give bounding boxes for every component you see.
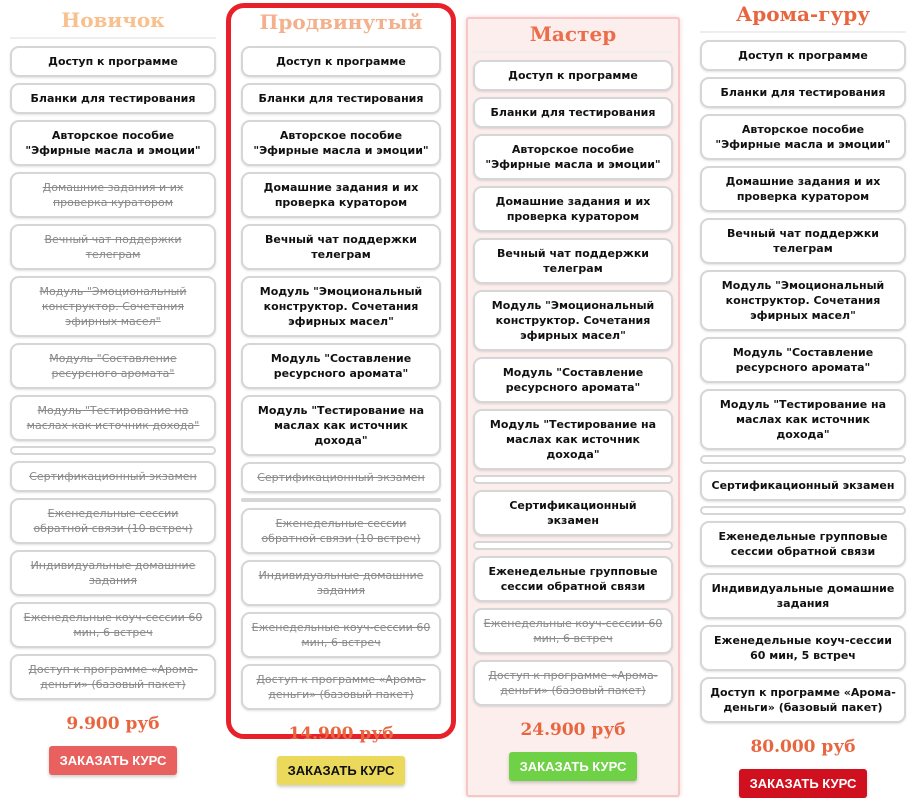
feature-included: Еженедельные коуч-сессии 60 мин, 5 встре… (700, 625, 906, 671)
feature-excluded: Сертификационный экзамен (241, 462, 441, 493)
feature-excluded: Индивидуальные домашние задания (10, 550, 216, 596)
feature-included: Модуль "Эмоциональный конструктор. Сочет… (241, 276, 441, 337)
title-divider (10, 37, 216, 39)
feature-excluded: Домашние задания и их проверка куратором (10, 172, 216, 218)
empty-row (241, 498, 441, 502)
empty-row (473, 541, 673, 550)
feature-included: Модуль "Тестирование на маслах как источ… (700, 389, 906, 450)
feature-included: Доступ к программе (473, 60, 673, 91)
feature-included: Индивидуальные домашние задания (700, 573, 906, 619)
title-divider (700, 31, 906, 33)
feature-included: Авторское пособие "Эфирные масла и эмоци… (700, 114, 906, 160)
feature-included: Модуль "Эмоциональный конструктор. Сочет… (700, 270, 906, 331)
feature-included: Домашние задания и их проверка куратором (241, 172, 441, 218)
feature-included: Домашние задания и их проверка куратором (700, 166, 906, 212)
feature-included: Авторское пособие "Эфирные масла и эмоци… (10, 120, 216, 166)
feature-included: Бланки для тестирования (700, 77, 906, 108)
feature-excluded: Еженедельные коуч-сессии 60 мин, 6 встре… (473, 608, 673, 654)
feature-included: Авторское пособие "Эфирные масла и эмоци… (473, 134, 673, 180)
feature-included: Бланки для тестирования (473, 97, 673, 128)
empty-row (10, 446, 216, 455)
feature-included: Бланки для тестирования (10, 83, 216, 114)
feature-included: Модуль "Составление ресурсного аромата" (700, 337, 906, 383)
plan-price: 9.900 руб (66, 714, 160, 734)
feature-included: Модуль "Составление ресурсного аромата" (241, 343, 441, 389)
empty-row (700, 506, 906, 515)
feature-included: Модуль "Тестирование на маслах как источ… (473, 409, 673, 470)
order-course-button[interactable]: ЗАКАЗАТЬ КУРС (48, 746, 178, 775)
plan-column-aroma-guru: Арома-гуру Доступ к программе Бланки для т… (700, 2, 906, 798)
plan-title: Арома-гуру (735, 2, 871, 26)
feature-excluded: Еженедельные сессии обратной связи (10 в… (10, 498, 216, 544)
feature-excluded: Доступ к программе «Арома-деньги» (базов… (473, 660, 673, 706)
feature-included: Модуль "Составление ресурсного аромата" (473, 357, 673, 403)
feature-included: Модуль "Тестирование на маслах как источ… (241, 395, 441, 456)
feature-included: Сертификационный экзамен (473, 490, 673, 536)
feature-included: Доступ к программе «Арома-деньги» (базов… (700, 677, 906, 723)
plan-column-master: Мастер Доступ к программе Бланки для тести… (466, 17, 680, 797)
feature-included: Вечный чат поддержки телеграм (700, 218, 906, 264)
feature-excluded: Доступ к программе «Арома-деньги» (базов… (241, 664, 441, 710)
feature-excluded: Сертификационный экзамен (10, 461, 216, 492)
feature-included: Вечный чат поддержки телеграм (241, 224, 441, 270)
plan-title: Новичок (61, 8, 165, 32)
feature-included: Доступ к программе (700, 40, 906, 71)
empty-row (473, 475, 673, 484)
plan-column-novice: Новичок Доступ к программе Бланки для тест… (10, 4, 216, 775)
feature-included: Сертификационный экзамен (700, 470, 906, 501)
feature-excluded: Индивидуальные домашние задания (241, 560, 441, 606)
feature-excluded: Еженедельные коуч-сессии 60 мин, 6 встре… (241, 612, 441, 658)
feature-excluded: Модуль "Составление ресурсного аромата" (10, 343, 216, 389)
order-course-button[interactable]: ЗАКАЗАТЬ КУРС (276, 756, 406, 785)
plan-price: 80.000 руб (750, 737, 856, 757)
plan-title: Мастер (529, 22, 617, 46)
feature-included: Вечный чат поддержки телеграм (473, 238, 673, 284)
feature-included: Модуль "Эмоциональный конструктор. Сочет… (473, 290, 673, 351)
plan-title: Продвинутый (259, 10, 423, 34)
feature-included: Авторское пособие "Эфирные масла и эмоци… (241, 120, 441, 166)
feature-included: Доступ к программе (241, 46, 441, 77)
feature-included: Бланки для тестирования (241, 83, 441, 114)
order-course-button[interactable]: ЗАКАЗАТЬ КУРС (508, 752, 638, 781)
feature-excluded: Вечный чат поддержки телеграм (10, 224, 216, 270)
feature-excluded: Еженедельные сессии обратной связи (10 в… (241, 508, 441, 554)
feature-included: Домашние задания и их проверка куратором (473, 186, 673, 232)
title-divider (473, 51, 673, 53)
plan-price: 14.900 руб (288, 724, 394, 744)
feature-excluded: Еженедельные коуч-сессии 60 мин, 6 встре… (10, 602, 216, 648)
plan-column-advanced: Продвинутый Доступ к программе Бланки для … (226, 3, 456, 785)
empty-row (700, 455, 906, 464)
feature-excluded: Модуль "Тестирование на маслах как источ… (10, 395, 216, 441)
feature-excluded: Модуль "Эмоциональный конструктор. Сочет… (10, 276, 216, 337)
order-course-button[interactable]: ЗАКАЗАТЬ КУРС (738, 769, 868, 798)
feature-included: Доступ к программе (10, 46, 216, 77)
feature-included: Еженедельные групповые сессии обратной с… (473, 556, 673, 602)
plan-price: 24.900 руб (520, 720, 626, 740)
feature-included: Еженедельные групповые сессии обратной с… (700, 521, 906, 567)
feature-excluded: Доступ к программе «Арома-деньги» (базов… (10, 654, 216, 700)
